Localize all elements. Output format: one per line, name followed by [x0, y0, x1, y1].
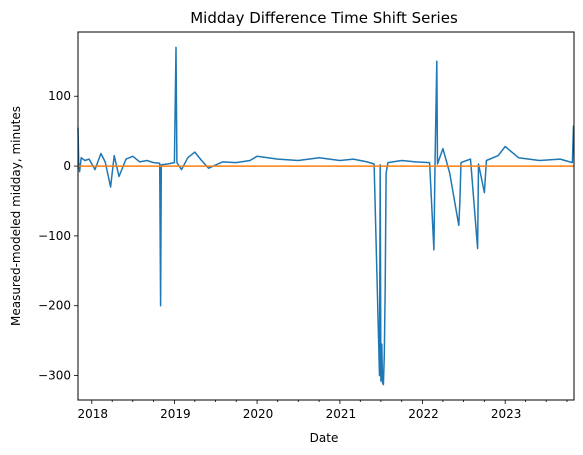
y-tick-label: −300: [38, 369, 71, 383]
x-tick-label: 2019: [160, 407, 191, 421]
y-tick-label: −200: [38, 299, 71, 313]
series-line-0: [77, 46, 575, 386]
plot-area: [78, 32, 574, 400]
x-tick-label: 2023: [491, 407, 522, 421]
chart-title: Midday Difference Time Shift Series: [190, 9, 458, 27]
x-axis-label: Date: [310, 431, 339, 445]
x-tick-label: 2021: [326, 407, 357, 421]
x-tick-label: 2022: [408, 407, 439, 421]
y-axis-label: Measured-modeled midday, minutes: [9, 106, 23, 326]
x-tick-label: 2020: [243, 407, 274, 421]
y-tick-label: −100: [38, 229, 71, 243]
series-layer: [77, 46, 575, 386]
y-axis-ticks: 100 0 −100 −200 −300: [38, 89, 78, 383]
x-tick-label: 2018: [78, 407, 109, 421]
y-tick-label: 100: [48, 89, 71, 103]
plot-frame: [77, 31, 575, 401]
y-tick-label: 0: [63, 159, 71, 173]
x-axis-ticks: 2018 2019 2020 2021 2022 2023: [78, 400, 568, 421]
